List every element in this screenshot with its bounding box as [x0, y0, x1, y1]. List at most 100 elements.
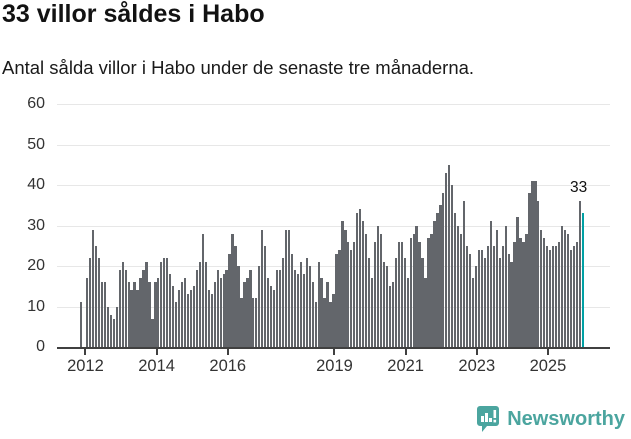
x-axis-tick-label: 2019 — [316, 357, 353, 375]
bar — [486, 245, 489, 347]
bar — [249, 270, 252, 347]
bar — [457, 225, 460, 347]
x-axis-tick-label: 2012 — [67, 357, 104, 375]
bar — [314, 302, 317, 347]
bar — [115, 306, 118, 347]
bar — [415, 225, 418, 347]
bar — [323, 298, 326, 347]
bar — [180, 282, 184, 347]
gridline — [57, 185, 610, 186]
bar — [454, 213, 457, 347]
bar — [344, 229, 347, 347]
bar — [85, 278, 89, 347]
x-axis-tick-label: 2014 — [138, 357, 175, 375]
bar — [97, 257, 101, 347]
bar — [504, 225, 507, 347]
bar — [489, 221, 492, 347]
chart-subtitle: Antal sålda villor i Habo under de senas… — [2, 57, 475, 78]
bar — [195, 270, 199, 347]
bar — [275, 270, 279, 347]
bar — [412, 233, 415, 347]
x-axis-tick — [333, 349, 336, 355]
bar — [88, 257, 92, 347]
bar — [305, 257, 308, 347]
bar — [166, 257, 169, 347]
bar — [501, 245, 504, 347]
bar — [549, 249, 552, 347]
bar — [222, 274, 225, 347]
bar — [124, 270, 127, 347]
bar — [480, 249, 484, 347]
bar — [296, 274, 299, 347]
bar — [130, 290, 133, 347]
newsworthy-brand: Newsworthy — [476, 405, 625, 433]
bar — [474, 266, 478, 347]
bar — [267, 278, 270, 347]
bar — [400, 241, 403, 347]
bar — [451, 185, 454, 347]
bar — [575, 241, 579, 347]
bar — [228, 253, 231, 347]
bar — [388, 286, 392, 347]
bar — [207, 290, 210, 347]
bar — [353, 241, 356, 347]
bar — [329, 302, 332, 347]
bar — [552, 245, 555, 347]
bar — [290, 253, 294, 347]
highlighted-latest-bar — [581, 213, 584, 347]
gridline — [57, 104, 610, 105]
bar — [445, 172, 448, 347]
bar — [237, 266, 240, 347]
bar — [106, 306, 109, 347]
bar — [367, 257, 371, 347]
bar — [240, 298, 243, 347]
bar — [557, 241, 561, 347]
bar — [379, 233, 383, 347]
bar — [255, 298, 258, 347]
bar — [175, 302, 178, 347]
bar — [94, 245, 98, 347]
bar — [465, 245, 469, 347]
bar — [510, 261, 513, 347]
bar — [406, 278, 409, 347]
bar — [157, 278, 160, 347]
bar — [198, 261, 202, 347]
bar — [80, 302, 83, 347]
bar — [370, 278, 374, 347]
bar — [258, 266, 261, 347]
bar — [219, 278, 222, 347]
bar — [522, 241, 525, 347]
bar — [359, 209, 362, 347]
bar — [317, 261, 320, 347]
bar — [284, 229, 288, 347]
y-axis-tick-label: 60 — [27, 95, 45, 112]
bar — [186, 294, 190, 347]
bar — [278, 270, 282, 347]
bar — [546, 245, 549, 347]
bar-series — [80, 104, 584, 347]
bar — [373, 241, 377, 347]
bar — [160, 261, 163, 347]
x-axis-tick — [475, 349, 478, 355]
bar — [127, 282, 130, 347]
bar — [543, 237, 546, 347]
bar — [525, 233, 528, 347]
bar — [272, 290, 276, 347]
bar — [421, 257, 424, 347]
gridline — [57, 225, 610, 227]
newsworthy-logo-icon — [476, 405, 500, 433]
bar — [424, 278, 427, 347]
bar — [172, 286, 175, 347]
bar — [201, 233, 204, 347]
bar — [287, 229, 291, 347]
x-axis-tick-label: 2021 — [387, 357, 424, 375]
bar — [109, 314, 112, 347]
x-axis-tick — [84, 349, 87, 355]
bar — [572, 245, 576, 347]
bar — [418, 241, 421, 347]
page-title: 33 villor såldes i Habo — [2, 0, 265, 28]
y-axis-tick-label: 0 — [36, 338, 45, 355]
bar — [356, 213, 359, 347]
bar — [154, 282, 157, 347]
bar — [246, 278, 249, 347]
